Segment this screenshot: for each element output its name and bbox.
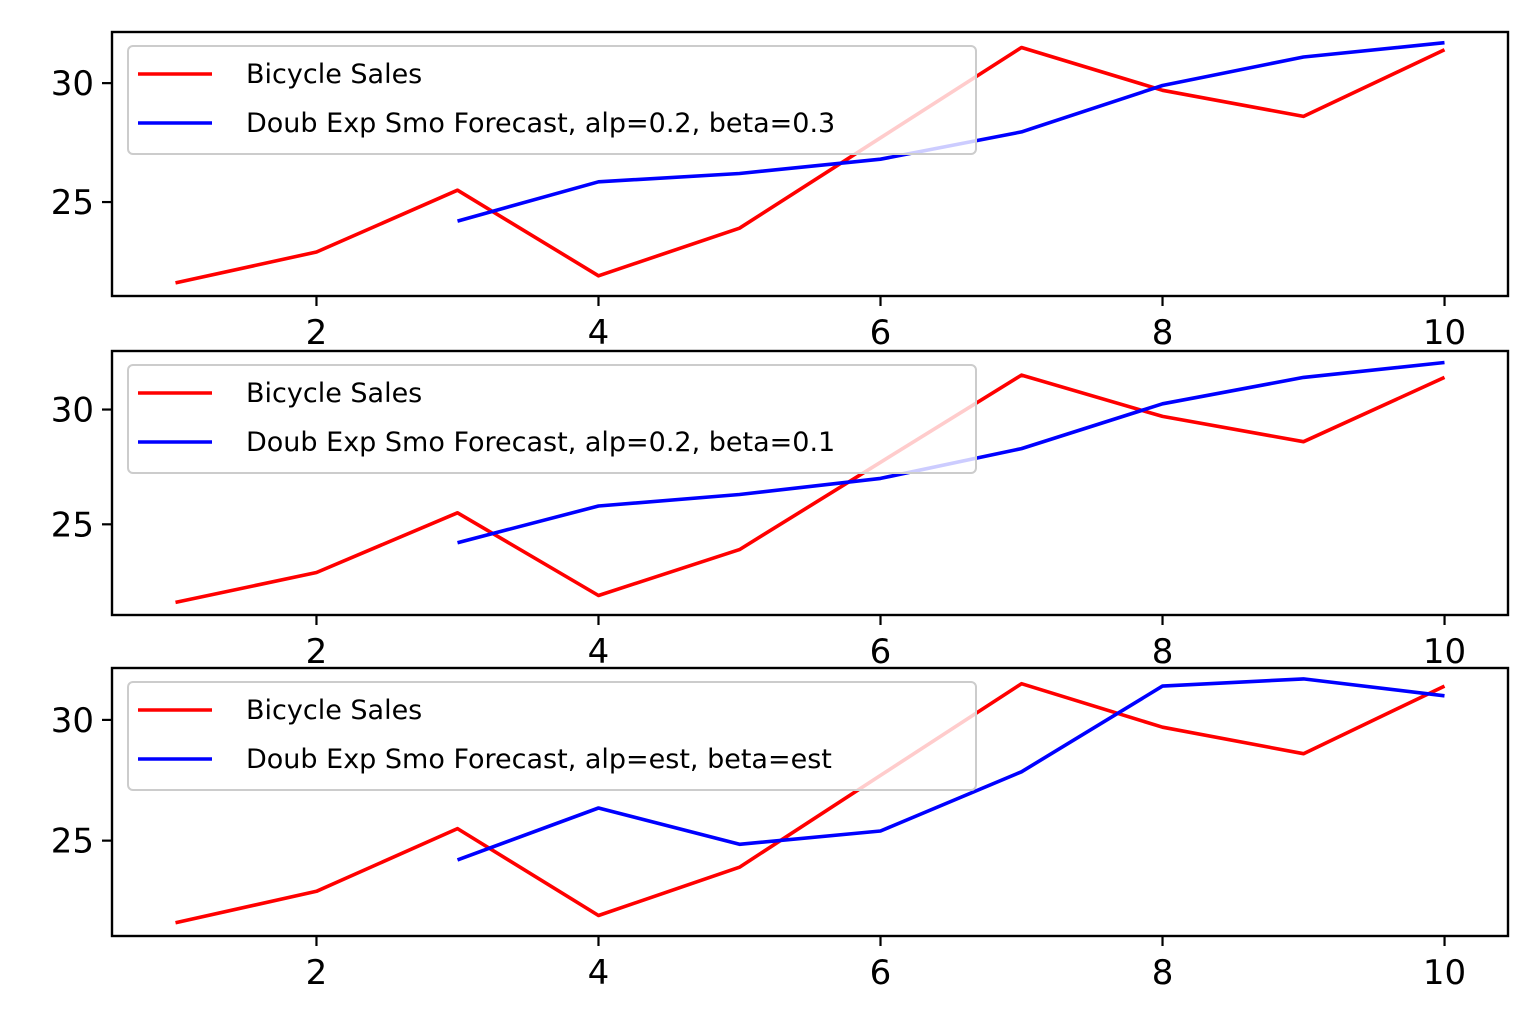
legend-box	[127, 681, 977, 791]
legend-box	[127, 45, 977, 155]
x-tick-label: 6	[870, 953, 892, 993]
x-tick-label: 10	[1423, 313, 1466, 353]
x-tick-label: 8	[1152, 313, 1174, 353]
legend-label: Bicycle Sales	[246, 59, 422, 90]
x-tick-label: 4	[588, 953, 610, 993]
legend-label: Doub Exp Smo Forecast, alp=0.2, beta=0.3	[246, 108, 835, 139]
x-tick-label: 10	[1423, 632, 1466, 672]
x-tick-label: 2	[306, 313, 328, 353]
series-line-bicycle-sales	[175, 45, 1446, 285]
x-tick-label: 4	[588, 632, 610, 672]
subplot-1: 2 4 6 8 10 25 30 Bicycle Sales Doub Exp Smo Fore…	[51, 30, 1510, 353]
x-tick-label: 2	[306, 632, 328, 672]
legend: Bicycle Sales Doub Exp Smo Forecast, alp=…	[127, 364, 977, 474]
x-tick-label: 6	[870, 313, 892, 353]
series-line-bicycle-sales	[175, 681, 1446, 925]
y-tick-label: 30	[51, 64, 94, 104]
x-tick-label: 6	[870, 632, 892, 672]
legend-label: Bicycle Sales	[246, 695, 422, 726]
legend-label: Doub Exp Smo Forecast, alp=0.2, beta=0.1	[246, 427, 835, 458]
x-tick-label: 8	[1152, 632, 1174, 672]
legend: Bicycle Sales Doub Exp Smo Forecast, alp=…	[127, 45, 977, 155]
series-line-bicycle-sales	[175, 373, 1446, 605]
y-tick-label: 25	[51, 183, 94, 223]
y-tick-label: 30	[51, 701, 94, 741]
y-tick-label: 30	[51, 391, 94, 431]
x-tick-label: 8	[1152, 953, 1174, 993]
subplot-2: 2 4 6 8 10 25 30 Bicycle Sales Doub Exp Smo Fore…	[51, 349, 1510, 672]
legend-box	[127, 364, 977, 474]
y-tick-label: 25	[51, 822, 94, 862]
subplot-3: 2 4 6 8 10 25 30 Bicycle Sales Doub Exp Smo Fore…	[51, 666, 1510, 993]
y-tick-label: 25	[51, 505, 94, 545]
legend-label: Bicycle Sales	[246, 378, 422, 409]
x-tick-label: 4	[588, 313, 610, 353]
series-line-forecast	[456, 677, 1445, 862]
legend: Bicycle Sales Doub Exp Smo Forecast, alp=…	[127, 681, 977, 791]
x-tick-label: 10	[1423, 953, 1466, 993]
x-tick-label: 2	[306, 953, 328, 993]
legend-label: Doub Exp Smo Forecast, alp=est, beta=est	[246, 744, 832, 775]
